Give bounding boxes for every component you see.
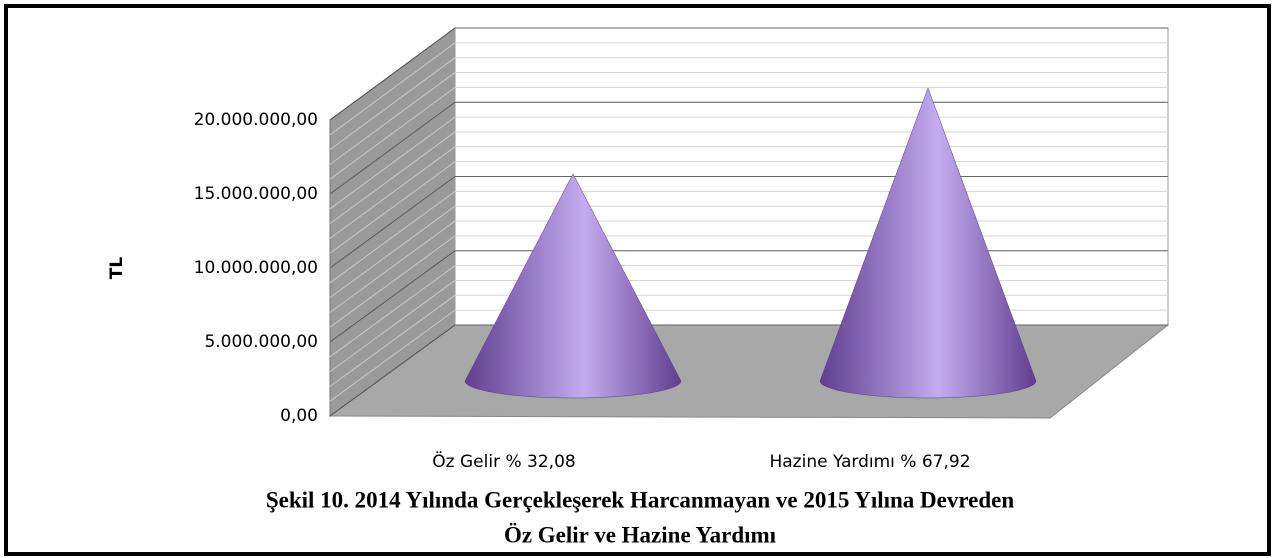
minor-line [329,309,456,402]
minor-line [329,116,456,210]
minor-line [329,86,456,180]
minor-line [329,146,456,239]
y-axis-title: TL [107,257,127,280]
minor-line [329,161,456,254]
caption: Şekil 10. 2014 Yılında Gerçekleşerek Har… [266,487,1015,512]
minor-line [329,57,456,151]
y-tick-label: 0,00 [280,406,318,426]
grid-line [329,250,456,343]
floor [328,324,1170,419]
minor-line [329,205,456,299]
y-tick-label: 5.000.000,00 [204,332,318,352]
grid-line [329,101,456,195]
x-tick-label: Öz Gelir % 32,08 [432,450,575,472]
minor-line [329,294,456,387]
cone [464,173,682,399]
y-tick-label: 10.000.000,00 [194,258,318,278]
cone [819,87,1037,399]
minor-line [329,220,456,313]
minor-line [329,265,456,358]
minor-line [329,72,456,165]
minor-line [329,280,456,373]
y-tick-label: 15.000.000,00 [194,184,318,204]
minor-line [329,42,456,136]
grid-line [329,176,456,269]
grid-line [329,324,456,417]
minor-line [329,190,456,284]
x-tick-label: Hazine Yardımı % 67,92 [769,452,970,472]
caption: Öz Gelir ve Hazine Yardımı [504,522,777,547]
grid-line [329,27,456,121]
minor-line [329,235,456,328]
y-tick-label: 20.000.000,00 [194,110,318,130]
minor-line [329,131,456,225]
